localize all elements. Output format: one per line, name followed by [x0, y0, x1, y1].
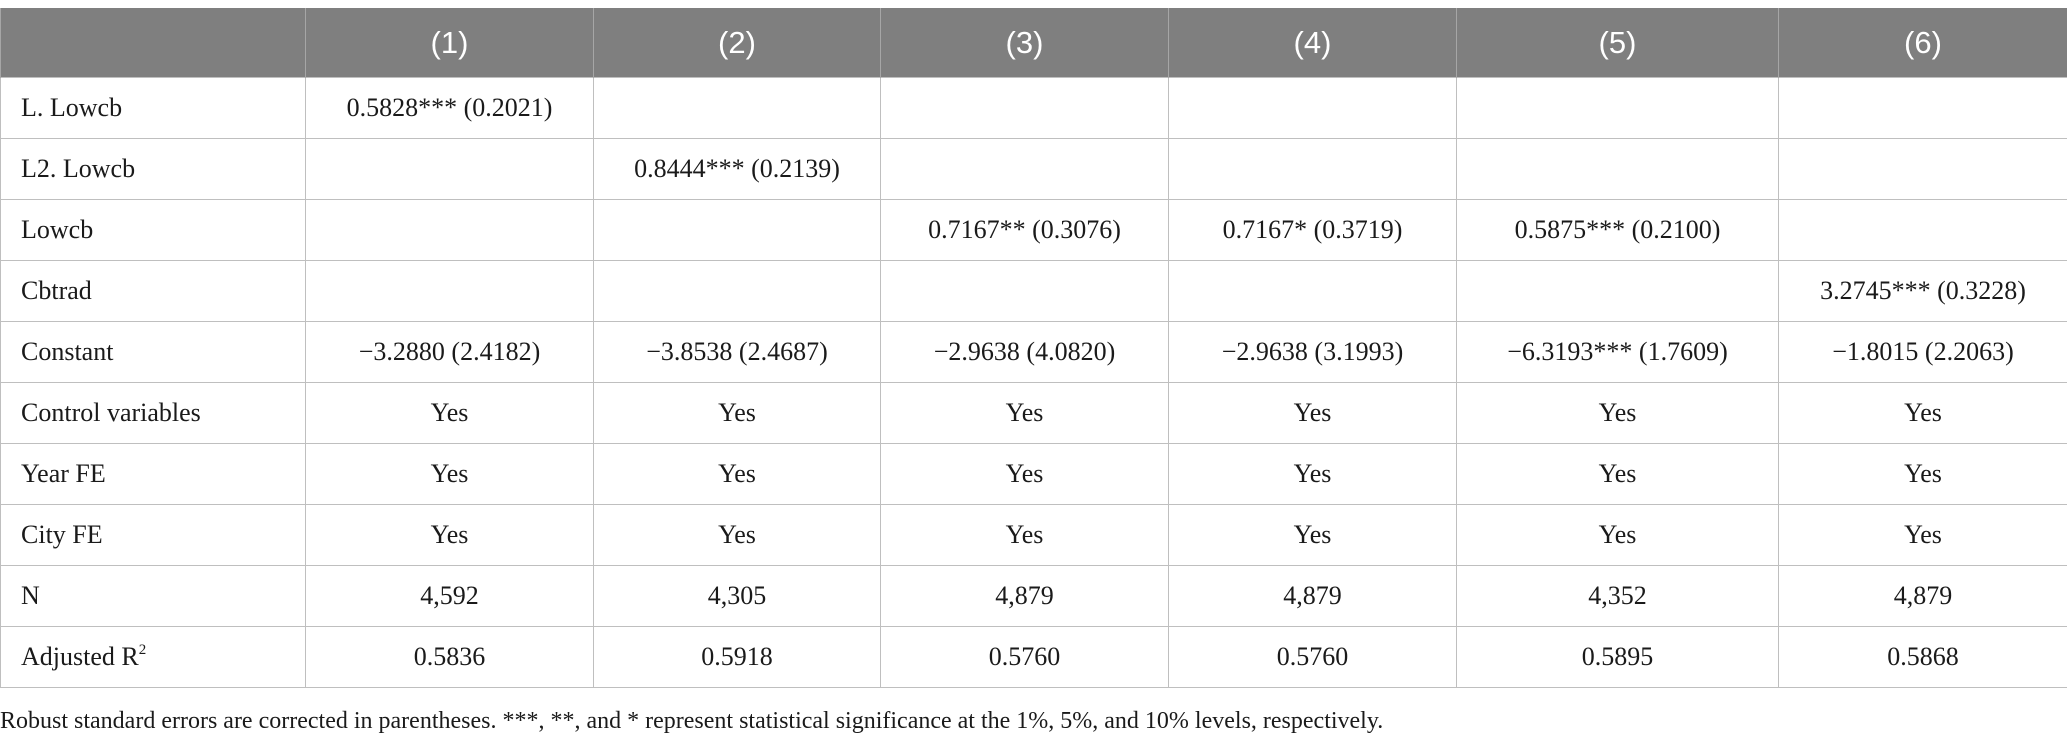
- table-cell: 0.7167** (0.3076): [880, 199, 1169, 261]
- table-cell: −2.9638 (3.1993): [1168, 321, 1457, 383]
- table-cell: −3.2880 (2.4182): [305, 321, 594, 383]
- table-cell: −2.9638 (4.0820): [880, 321, 1169, 383]
- row-label: Constant: [0, 321, 306, 383]
- row-label: Cbtrad: [0, 260, 306, 322]
- table-row: Adjusted R2 0.5836 0.5918 0.5760 0.5760 …: [0, 626, 2067, 688]
- table-cell: [1168, 138, 1457, 200]
- table-cell: 0.7167* (0.3719): [1168, 199, 1457, 261]
- table-cell: [1168, 77, 1457, 139]
- table-cell: −1.8015 (2.2063): [1778, 321, 2067, 383]
- table-cell: Yes: [1456, 443, 1779, 505]
- table-cell: [305, 199, 594, 261]
- table-cell: 0.5918: [593, 626, 881, 688]
- superscript-two: 2: [138, 642, 147, 658]
- row-label: Lowcb: [0, 199, 306, 261]
- table-row: L2. Lowcb 0.8444*** (0.2139): [0, 138, 2067, 200]
- table-cell: Yes: [1778, 443, 2067, 505]
- table-cell: [1456, 138, 1779, 200]
- table-cell: [1778, 138, 2067, 200]
- table-cell: [1778, 199, 2067, 261]
- table-row: L. Lowcb 0.5828*** (0.2021): [0, 77, 2067, 139]
- row-label: City FE: [0, 504, 306, 566]
- header-cell-col1: (1): [305, 8, 594, 78]
- table-row: Lowcb 0.7167** (0.3076) 0.7167* (0.3719)…: [0, 199, 2067, 261]
- table-cell: Yes: [1778, 382, 2067, 444]
- table-cell: −6.3193*** (1.7609): [1456, 321, 1779, 383]
- header-cell-col4: (4): [1168, 8, 1457, 78]
- row-label: N: [0, 565, 306, 627]
- table-cell: 0.5828*** (0.2021): [305, 77, 594, 139]
- header-row: (1) (2) (3) (4) (5) (6): [0, 8, 2067, 78]
- row-label: L. Lowcb: [0, 77, 306, 139]
- row-label-text: Adjusted R: [21, 642, 139, 671]
- table-row: City FE Yes Yes Yes Yes Yes Yes: [0, 504, 2067, 566]
- table-cell: [305, 138, 594, 200]
- table-cell: 4,305: [593, 565, 881, 627]
- table-cell: Yes: [593, 504, 881, 566]
- table-footnote: Robust standard errors are corrected in …: [0, 708, 1384, 734]
- table-row: Control variables Yes Yes Yes Yes Yes Ye…: [0, 382, 2067, 444]
- table-cell: [880, 138, 1169, 200]
- table-cell: [593, 199, 881, 261]
- table-row: N 4,592 4,305 4,879 4,879 4,352 4,879: [0, 565, 2067, 627]
- regression-table: (1) (2) (3) (4) (5) (6) L. Lowcb 0.5828*…: [0, 8, 2067, 688]
- table-cell: 4,352: [1456, 565, 1779, 627]
- header-cell-blank: [0, 8, 306, 78]
- table-cell: Yes: [880, 504, 1169, 566]
- table-cell: [305, 260, 594, 322]
- table-row: Constant −3.2880 (2.4182) −3.8538 (2.468…: [0, 321, 2067, 383]
- table-cell: [593, 77, 881, 139]
- header-cell-col2: (2): [593, 8, 881, 78]
- table-cell: 0.5895: [1456, 626, 1779, 688]
- table-cell: 0.5760: [1168, 626, 1457, 688]
- table-cell: 0.5760: [880, 626, 1169, 688]
- table-row: Cbtrad 3.2745*** (0.3228): [0, 260, 2067, 322]
- table-cell: Yes: [880, 382, 1169, 444]
- table-cell: 0.5836: [305, 626, 594, 688]
- table-cell: 4,879: [1778, 565, 2067, 627]
- table-cell: Yes: [305, 443, 594, 505]
- table-cell: [1168, 260, 1457, 322]
- table-cell: 0.5875*** (0.2100): [1456, 199, 1779, 261]
- table-cell: Yes: [593, 443, 881, 505]
- table-cell: Yes: [1456, 382, 1779, 444]
- table-cell: 0.8444*** (0.2139): [593, 138, 881, 200]
- row-label: Control variables: [0, 382, 306, 444]
- table-cell: Yes: [1168, 504, 1457, 566]
- table-header: (1) (2) (3) (4) (5) (6): [0, 8, 2067, 78]
- table-cell: Yes: [1168, 382, 1457, 444]
- table-cell: 3.2745*** (0.3228): [1778, 260, 2067, 322]
- table-row: Year FE Yes Yes Yes Yes Yes Yes: [0, 443, 2067, 505]
- table-cell: [1778, 77, 2067, 139]
- header-cell-col3: (3): [880, 8, 1169, 78]
- table-cell: 4,879: [1168, 565, 1457, 627]
- table-cell: Yes: [880, 443, 1169, 505]
- header-cell-col5: (5): [1456, 8, 1779, 78]
- table-cell: Yes: [593, 382, 881, 444]
- regression-table-container: (1) (2) (3) (4) (5) (6) L. Lowcb 0.5828*…: [0, 8, 2067, 688]
- table-cell: 4,592: [305, 565, 594, 627]
- table-cell: [880, 260, 1169, 322]
- row-label: Year FE: [0, 443, 306, 505]
- table-cell: [1456, 77, 1779, 139]
- row-label-adjusted-r2: Adjusted R2: [0, 626, 306, 688]
- table-cell: Yes: [1456, 504, 1779, 566]
- table-cell: Yes: [305, 382, 594, 444]
- table-cell: 4,879: [880, 565, 1169, 627]
- table-cell: −3.8538 (2.4687): [593, 321, 881, 383]
- row-label: L2. Lowcb: [0, 138, 306, 200]
- table-cell: [880, 77, 1169, 139]
- table-cell: Yes: [1168, 443, 1457, 505]
- header-cell-col6: (6): [1778, 8, 2067, 78]
- table-cell: 0.5868: [1778, 626, 2067, 688]
- table-cell: [1456, 260, 1779, 322]
- table-cell: Yes: [305, 504, 594, 566]
- table-cell: Yes: [1778, 504, 2067, 566]
- table-cell: [593, 260, 881, 322]
- table-body: L. Lowcb 0.5828*** (0.2021) L2. Lowcb 0.…: [0, 77, 2067, 688]
